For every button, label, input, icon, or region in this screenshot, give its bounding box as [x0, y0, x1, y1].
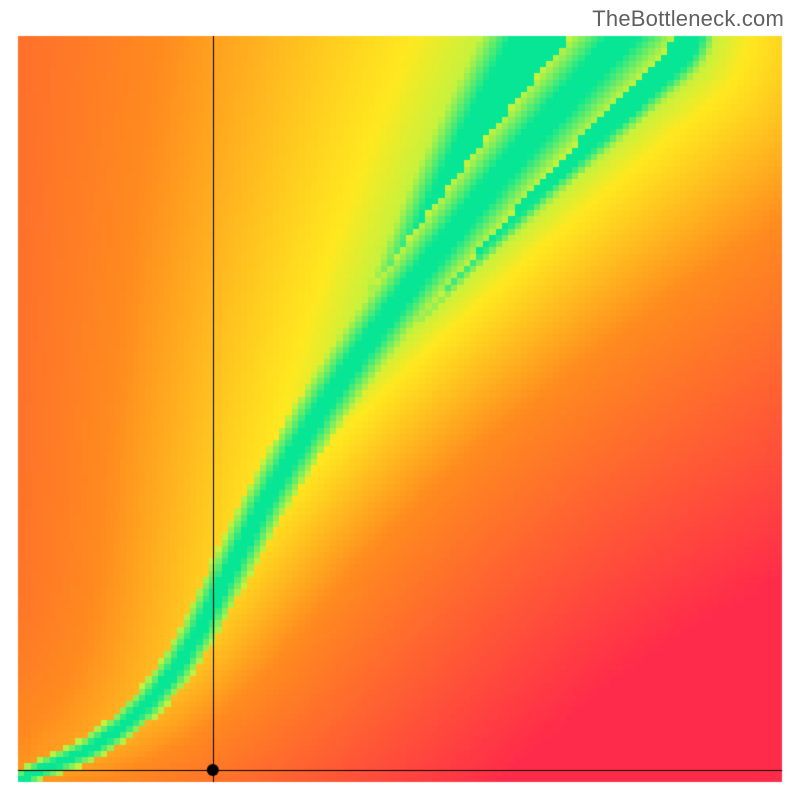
watermark-text: TheBottleneck.com	[592, 6, 784, 32]
chart-container: TheBottleneck.com	[0, 0, 800, 800]
heatmap-canvas	[0, 0, 800, 800]
